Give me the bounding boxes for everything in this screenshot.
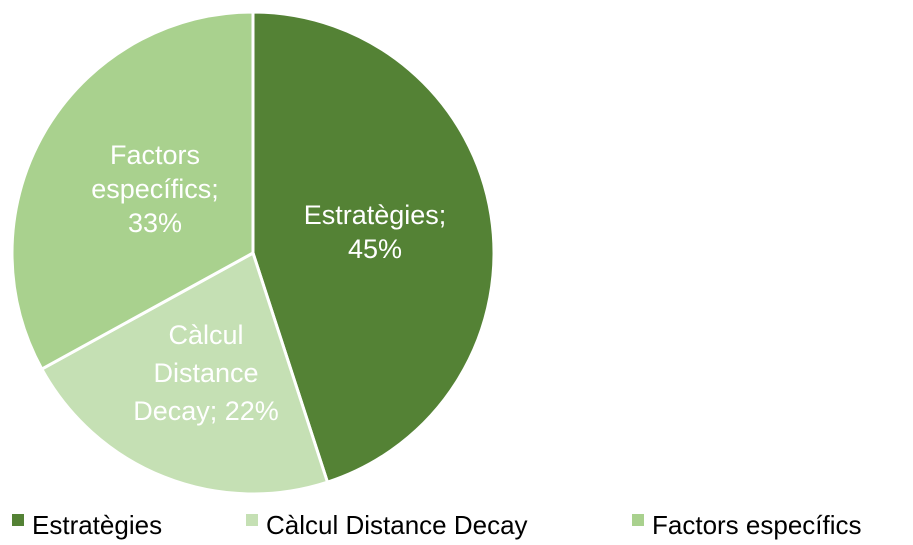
pie-slice-calcul-distance-decay xyxy=(40,251,329,496)
data-label-calcul-distance-decay: Càlcul Distance Decay; 22% xyxy=(133,320,279,426)
data-label-factors-especifics: Factors específics; 33% xyxy=(91,140,219,238)
legend-label-calcul-distance-decay: Càlcul Distance Decay xyxy=(266,510,528,540)
legend-swatch-factors-especifics xyxy=(632,514,644,526)
legend-swatch-estrategies xyxy=(12,514,24,526)
legend-label-estrategies: Estratègies xyxy=(32,510,162,540)
data-label-estrategies: Estratègies; 45% xyxy=(304,200,447,264)
pie-slice-estrategies xyxy=(251,10,496,484)
legend-swatch-calcul-distance-decay xyxy=(246,514,258,526)
chart-legend: Estratègies Càlcul Distance Decay Factors … xyxy=(12,510,862,540)
legend-item-estrategies: Estratègies xyxy=(12,510,162,540)
legend-item-factors-especifics: Factors específics xyxy=(632,510,862,540)
legend-label-factors-especifics: Factors específics xyxy=(652,510,862,540)
legend-item-calcul-distance-decay: Càlcul Distance Decay xyxy=(246,510,528,540)
pie-slice-factors-especifics xyxy=(10,10,255,371)
pie-slices xyxy=(10,10,496,496)
pie-data-labels: Estratègies; 45% Càlcul Distance Decay; 22% F… xyxy=(91,140,446,426)
